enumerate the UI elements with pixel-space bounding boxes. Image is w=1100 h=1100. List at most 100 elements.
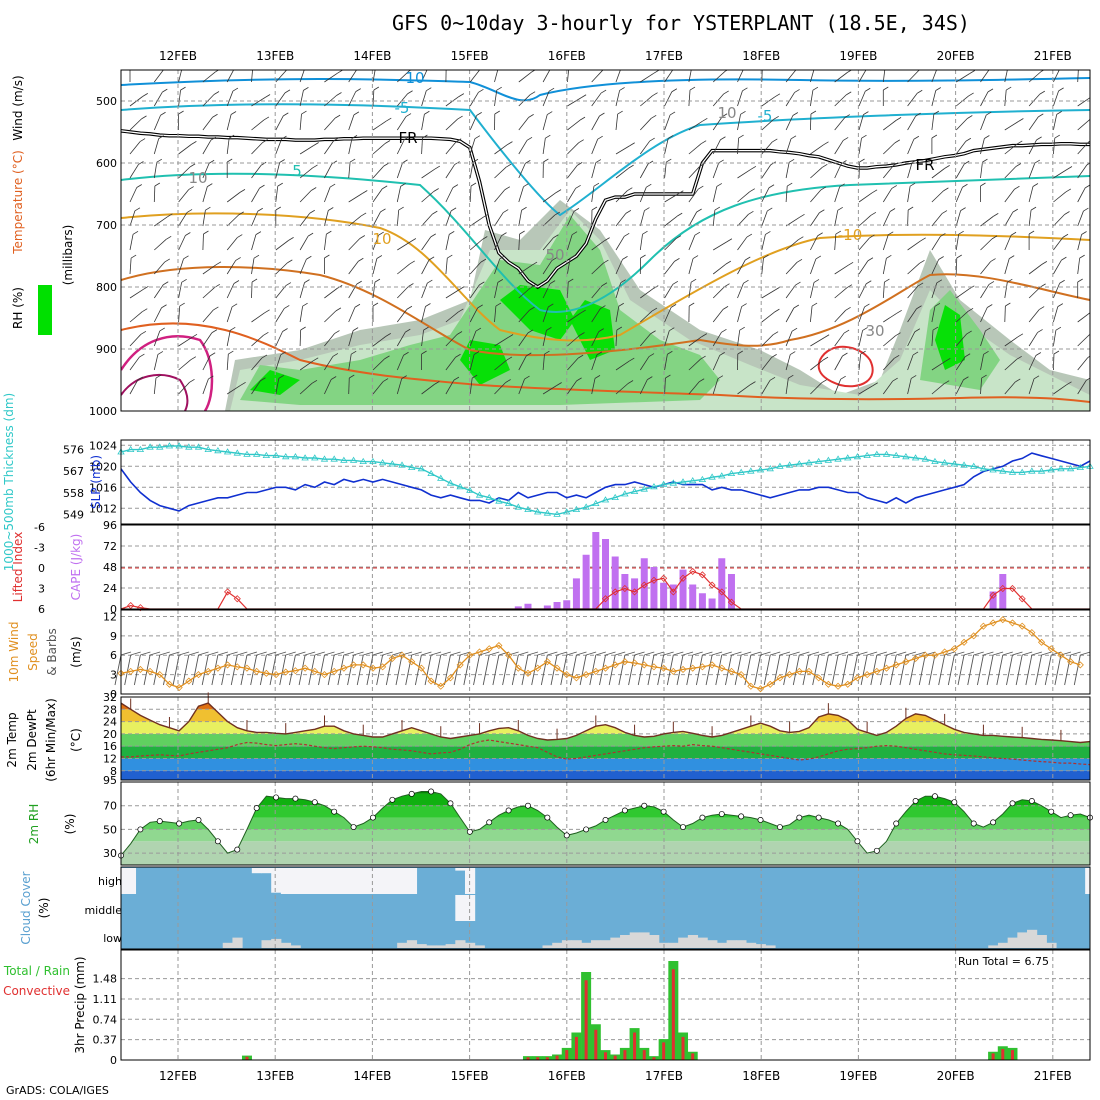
date-label-bottom: 17FEB xyxy=(645,1069,683,1083)
wind-barb-flag xyxy=(739,326,745,331)
wind-barb-flag xyxy=(263,116,270,121)
wind-barb xyxy=(907,331,916,347)
cloud-low-bar xyxy=(620,935,631,948)
thickness-point xyxy=(437,474,445,481)
cloud-low-bar xyxy=(474,945,485,948)
wind-speed-point xyxy=(795,667,803,675)
wind-barb-flag xyxy=(529,91,536,96)
wind-speed-point xyxy=(611,661,619,669)
precip-convective-bar xyxy=(1010,1050,1014,1060)
wind-barb-flag xyxy=(136,184,142,188)
wind-barb-flag xyxy=(886,651,897,656)
wind-barb xyxy=(967,654,975,686)
wind-barb xyxy=(542,354,545,371)
wind-barb xyxy=(980,70,990,83)
li-point xyxy=(640,581,648,589)
wind-barb xyxy=(324,288,338,299)
wind-barb-flag xyxy=(383,162,389,167)
rh-point xyxy=(757,816,764,823)
wind-barb-flag xyxy=(282,328,288,332)
wind-barb xyxy=(918,654,926,686)
date-label-bottom: 13FEB xyxy=(256,1069,294,1083)
wind-barb-flag xyxy=(689,86,696,91)
wind-barb xyxy=(761,70,763,83)
thickness-point xyxy=(466,486,474,493)
wind-barb-flag xyxy=(1087,355,1090,358)
wind-speed-point xyxy=(437,682,445,690)
wind-barb-flag xyxy=(815,64,820,67)
wind-speed-point xyxy=(417,664,425,672)
wind-barb-flag xyxy=(943,380,950,385)
wind-barb xyxy=(469,378,473,395)
cloud-ylabel: Cloud Cover (%) xyxy=(19,871,51,944)
thickness-point xyxy=(456,483,464,490)
cloud-high-bar xyxy=(300,868,311,894)
wind-barb-flag xyxy=(596,351,603,356)
date-label-bottom: 20FEB xyxy=(937,1069,975,1083)
wind-barb-flag xyxy=(699,162,706,167)
wind-barb xyxy=(445,164,455,179)
upper-air-grid xyxy=(121,70,1090,412)
wind-barb-flag xyxy=(569,63,574,66)
wind-barb-flag xyxy=(253,63,258,66)
wind-speed-point xyxy=(291,667,299,675)
wind-barb xyxy=(664,162,667,179)
wind-barb xyxy=(445,234,450,251)
wind-barb-flag xyxy=(788,158,795,163)
wind-speed-point xyxy=(534,664,542,672)
date-axis-bottom: 12FEB 13FEB 14FEB 15FEB 16FEB 17FEB 18FEB 19FEB… xyxy=(159,1069,1072,1083)
wind-barb xyxy=(688,381,700,395)
wind-barb xyxy=(494,90,498,107)
wind-barb-flag xyxy=(1089,118,1090,120)
wind-barb-flag xyxy=(275,206,282,211)
wind-barb xyxy=(1077,334,1090,347)
cloud-low-bar xyxy=(232,937,243,948)
cloud-low-bar xyxy=(445,944,456,948)
thickness-point xyxy=(223,448,232,455)
wind-barb xyxy=(542,260,553,275)
wind-barb-flag xyxy=(186,209,193,213)
wind-speed-point xyxy=(931,651,939,659)
cloud-low-bar xyxy=(1017,932,1028,948)
wind-speed-point xyxy=(398,651,406,659)
wind-barb xyxy=(1015,654,1023,686)
thickness-point xyxy=(611,493,619,501)
wind-barb xyxy=(251,70,253,83)
wind-barb-flag xyxy=(519,230,525,235)
wind-barb-flag xyxy=(721,651,732,656)
y-tick-label: 12 xyxy=(103,610,117,623)
wind-barb xyxy=(664,284,674,299)
wind-barb xyxy=(1004,166,1017,179)
wind-barb-flag xyxy=(1088,140,1090,143)
wind-barb-flag xyxy=(334,330,340,334)
y-axis-label: Speed xyxy=(26,633,40,671)
wind-barb-flag xyxy=(295,651,306,656)
wind-barb xyxy=(275,285,287,299)
wind-barb-flag xyxy=(938,64,943,67)
wind-barb xyxy=(178,70,183,83)
y-axis-label: Lifted Index xyxy=(11,532,25,603)
cloud-high-bar xyxy=(309,868,321,894)
wind-barb-flag xyxy=(256,651,267,656)
thickness-point xyxy=(650,483,658,490)
wind-barb-flag xyxy=(576,377,582,382)
wind-barb-flag xyxy=(473,351,480,355)
wind-barb-flag xyxy=(507,334,514,338)
wind-barb xyxy=(202,139,212,155)
wind-speed-point xyxy=(1008,619,1017,627)
wind-barb-flag xyxy=(669,111,676,116)
cloud-low-bar xyxy=(590,940,602,948)
wind-barb-flag xyxy=(629,357,635,362)
y-axis-label: (%) xyxy=(37,898,51,919)
wind-barb xyxy=(955,234,960,251)
wind-barb xyxy=(1077,357,1089,371)
wind-barb xyxy=(324,163,333,179)
wind-barb-flag xyxy=(407,90,413,95)
wind-barb xyxy=(737,236,748,251)
wind-barb-flag xyxy=(355,88,361,92)
thickness-point xyxy=(863,451,871,459)
wind-barb xyxy=(882,380,894,395)
wind-speed-point xyxy=(863,671,871,679)
thickness-point xyxy=(194,443,203,450)
